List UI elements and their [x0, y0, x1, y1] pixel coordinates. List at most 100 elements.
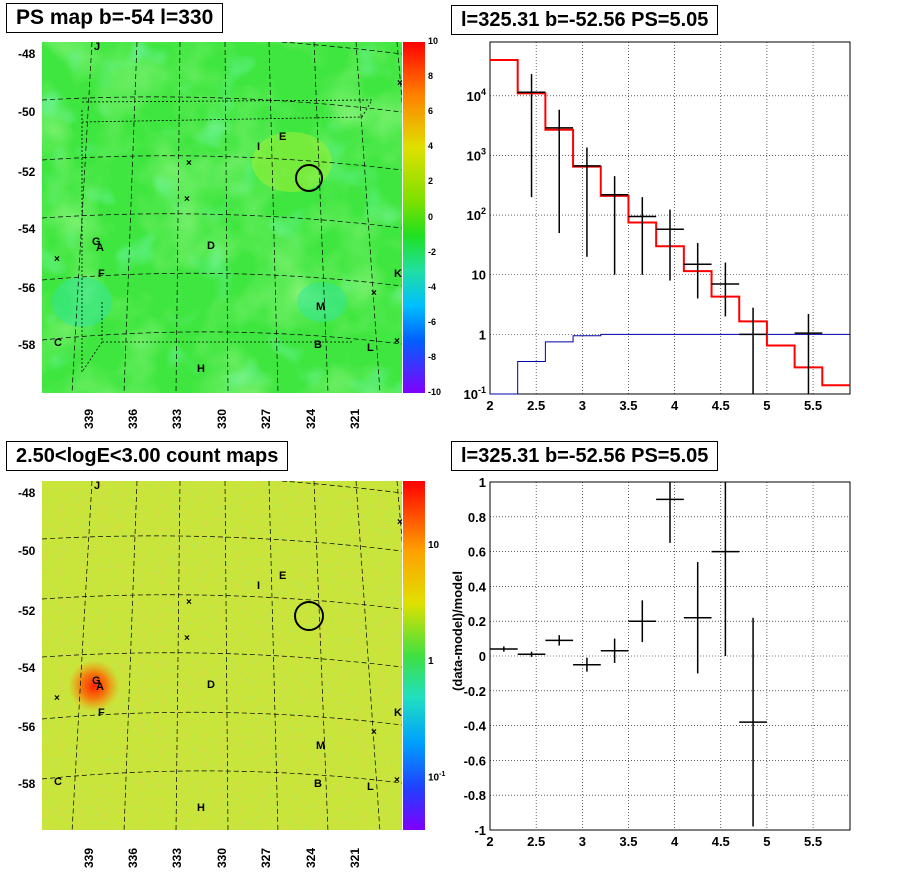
spectrum-xtick: 3.5	[619, 398, 637, 413]
cross-marker: ×	[371, 288, 377, 299]
ps-colorbar-tick: -2	[428, 246, 437, 257]
spectrum-ytick: 10-1	[464, 385, 486, 402]
source-label-M: M	[316, 301, 325, 313]
count-map-ytick: -58	[18, 777, 36, 791]
residual-xtick: 3.5	[619, 834, 637, 849]
residual-xtick: 2.5	[527, 834, 545, 849]
source-label-M: M	[316, 740, 325, 752]
count-map-xtick: 321	[348, 847, 362, 868]
cross-marker: ×	[186, 158, 192, 169]
source-label-C: C	[54, 776, 62, 788]
count-map-colorbar	[403, 481, 425, 830]
residual-ytick: 0.4	[468, 579, 487, 594]
residual-ytick: -1	[474, 823, 486, 838]
residual-xtick: 3	[579, 834, 586, 849]
ps-map-grid	[42, 42, 402, 393]
ps-map-ytick: -48	[18, 47, 36, 61]
residual-ytick: 0	[479, 649, 486, 664]
source-label-I: I	[257, 141, 260, 153]
spectrum-xtick: 2	[486, 398, 493, 413]
source-label-A: A	[96, 242, 104, 254]
count-map-xtick: 330	[215, 847, 229, 868]
count-map-ytick: -50	[18, 544, 36, 558]
source-label-G: G	[92, 236, 101, 248]
ps-map-xtick: 330	[215, 408, 229, 429]
cross-marker: ×	[54, 693, 60, 704]
source-label-K: K	[394, 707, 402, 719]
ps-map-footprint	[81, 99, 373, 374]
residual-xtick: 5.5	[804, 834, 822, 849]
residual-ytick: -0.6	[464, 753, 486, 768]
ps-colorbar-tick: 0	[428, 211, 434, 222]
source-label-F: F	[98, 707, 105, 719]
source-label-G: G	[92, 675, 101, 687]
cross-marker: ×	[394, 336, 400, 347]
residual-ytick: 0.8	[468, 510, 486, 525]
ps-map-ytick: -50	[18, 105, 36, 119]
residual-chart: 1 0.8 0.6 0.4 0.2 0 -0.2 -0.4 -0.6 -0.8 -12 2.5 3 3.5…	[450, 475, 851, 849]
spectrum-title: l=325.31 b=-52.56 PS=5.05	[451, 5, 719, 35]
spectrum-background-line	[490, 333, 850, 395]
spectrum-frame	[489, 41, 851, 395]
source-label-E: E	[279, 570, 286, 582]
spectrum-ytick: 103	[467, 146, 486, 163]
count-map-svg: J E I GA D F K M C B L H × × × × × ×	[42, 481, 402, 830]
cross-marker: ×	[184, 194, 190, 205]
spectrum-ytick: 1	[479, 327, 486, 342]
spectrum-ytick: 104	[467, 87, 486, 104]
ps-map-colorbar	[403, 42, 425, 393]
ps-colorbar-tick: 6	[428, 106, 434, 117]
residual-ytick: -0.2	[464, 684, 486, 699]
count-map-xtick: 339	[82, 847, 96, 868]
source-label-H: H	[197, 363, 205, 375]
count-map-xtick: 327	[259, 847, 273, 868]
residual-ytick: 0.2	[468, 614, 486, 629]
count-map-panel: J E I G A D F K M C B L H × × × × × ×	[42, 481, 402, 830]
source-label-J: J	[94, 42, 100, 53]
ps-map-svg: J E I GA D F K M C B L H × × × × × ×	[42, 42, 402, 393]
source-label-L: L	[367, 781, 374, 793]
ps-colorbar-tick: 10	[428, 36, 439, 46]
spectrum-ytick: 10	[472, 268, 486, 283]
spectrum-xtick: 5	[763, 398, 770, 413]
ps-map-xtick: 336	[126, 408, 140, 429]
source-label-L: L	[367, 342, 374, 354]
ps-map-xtick: 327	[259, 408, 273, 429]
source-label-K: K	[394, 268, 402, 280]
residual-ytick: -0.4	[464, 719, 487, 734]
residual-xtick: 2	[486, 834, 493, 849]
residual-ytick: 0.6	[468, 545, 486, 560]
source-label-C: C	[54, 337, 62, 349]
ps-colorbar-tick: -4	[428, 281, 437, 292]
spectrum-xtick: 2.5	[527, 398, 545, 413]
ps-map-ytick: -56	[18, 281, 36, 295]
count-colorbar-tick-10: 10	[428, 540, 440, 551]
count-map-xtick: 324	[304, 847, 318, 868]
ps-colorbar-tick: 4	[428, 141, 434, 152]
source-label-E: E	[279, 131, 286, 143]
count-map-markers: J E I GA D F K M C B L H × × × × × ×	[54, 481, 402, 814]
cross-marker: ×	[371, 727, 377, 738]
count-map-source-circle	[294, 601, 324, 631]
cross-marker: ×	[397, 78, 402, 89]
count-map-ytick: -56	[18, 720, 36, 734]
source-label-D: D	[207, 240, 215, 252]
ps-colorbar-tick: -10	[428, 387, 442, 397]
residual-xtick: 5	[763, 834, 770, 849]
source-label-F: F	[98, 268, 105, 280]
spectrum-ytick: 102	[467, 206, 486, 223]
residual-xtick: 4.5	[712, 834, 730, 849]
count-colorbar-tick-1: 1	[428, 656, 434, 667]
residual-ylabel: (data-model)/model	[450, 571, 465, 691]
ps-map-panel: J E I G A D F K M C B L H × × × × × ×	[42, 42, 402, 393]
ps-colorbar-tick: 8	[428, 71, 434, 82]
source-label-I: I	[257, 580, 260, 592]
ps-map-ytick: -54	[18, 222, 36, 236]
residual-xtick: 4	[671, 834, 679, 849]
spectrum-xtick: 3	[579, 398, 586, 413]
spectrum-xtick: 4	[671, 398, 679, 413]
residual-ytick: -0.8	[464, 788, 486, 803]
ps-colorbar-tick: 2	[428, 176, 434, 187]
count-map-ytick: -48	[18, 486, 36, 500]
ps-map-source-circle	[295, 164, 323, 192]
